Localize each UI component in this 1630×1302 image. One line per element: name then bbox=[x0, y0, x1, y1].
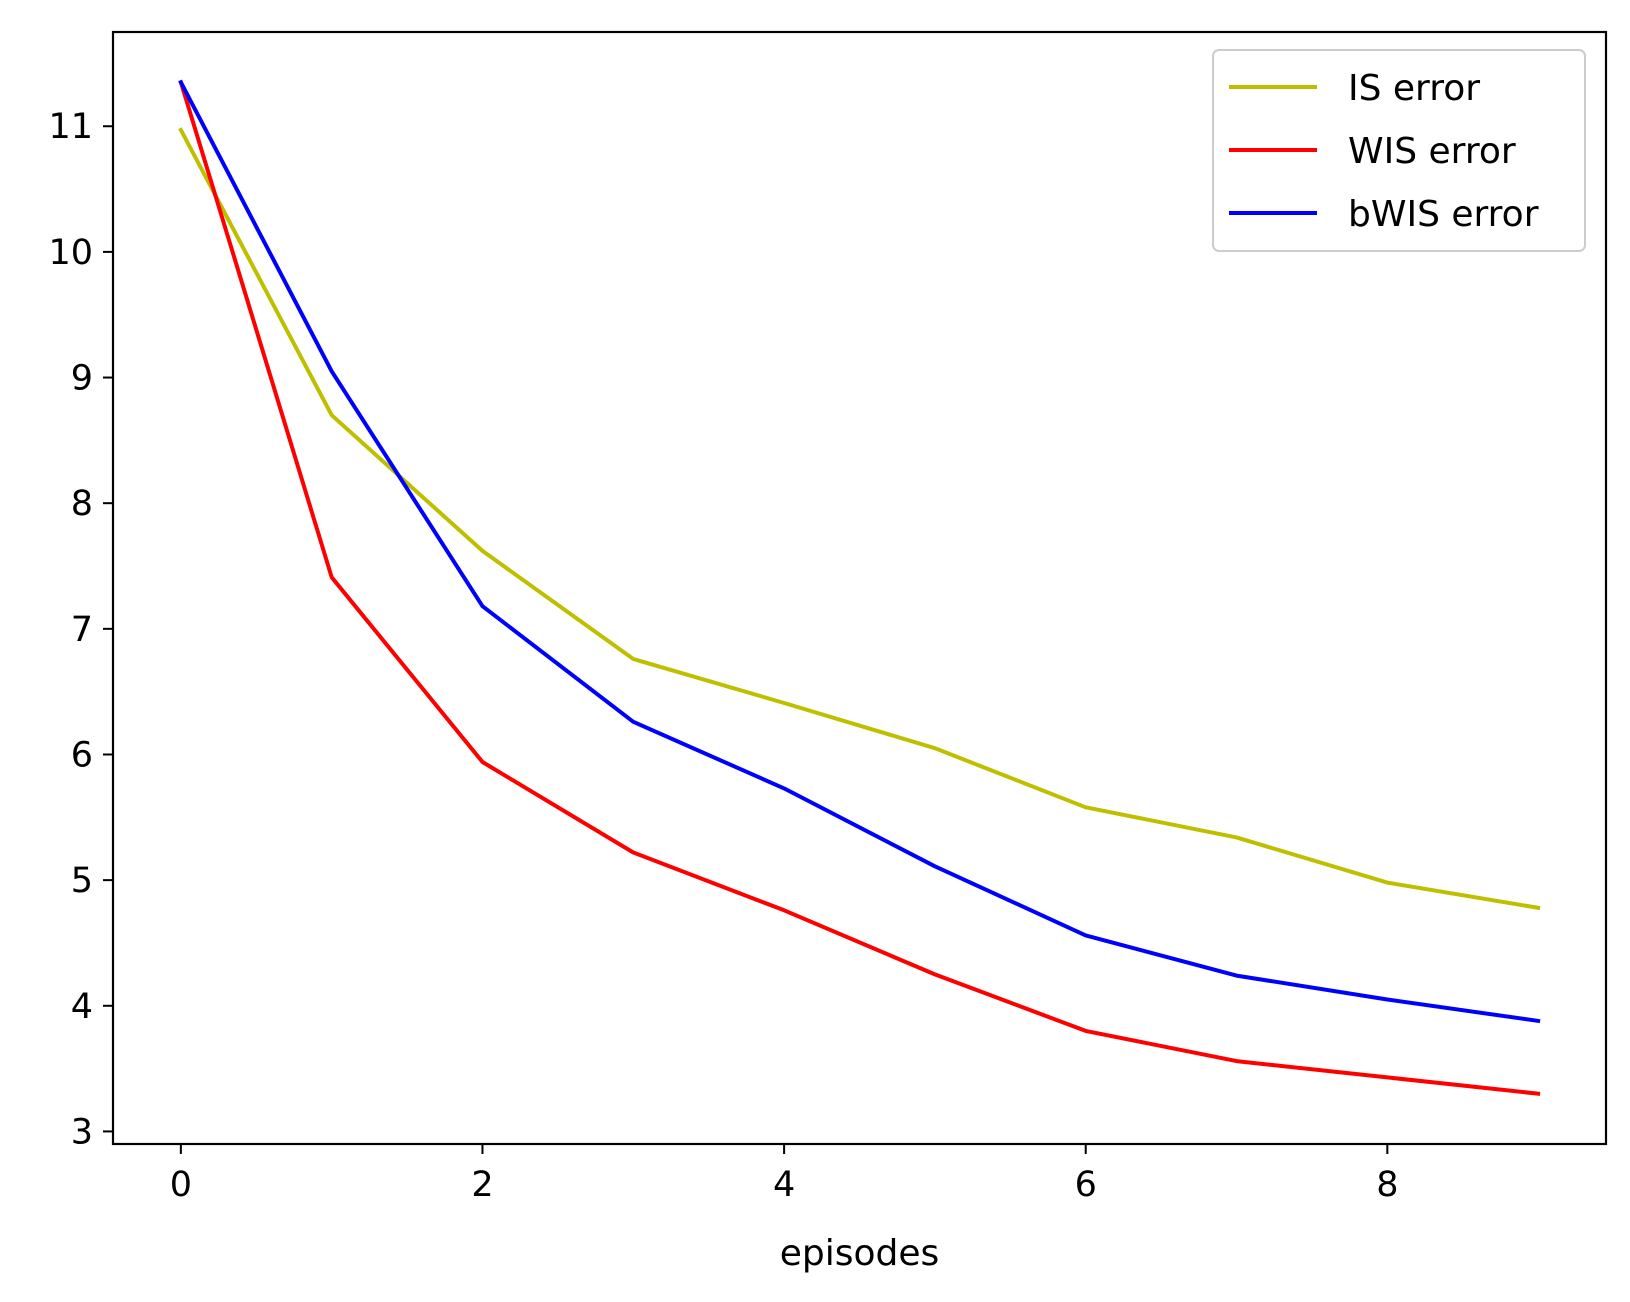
y-tick-label: 9 bbox=[71, 359, 93, 399]
y-tick-label: 6 bbox=[71, 735, 93, 775]
y-tick-label: 5 bbox=[71, 861, 93, 901]
legend-box bbox=[1212, 49, 1586, 252]
plot-lines bbox=[178, 79, 1541, 1096]
axis-ticks: 0 2 4 6 8 3 4 5 6 7 8 9 10 11 bbox=[48, 107, 1398, 1205]
x-tick-label: 0 bbox=[170, 1165, 192, 1205]
legend-label-2: WIS error bbox=[1348, 131, 1516, 172]
x-tick-label: 8 bbox=[1376, 1165, 1398, 1205]
series-line-3 bbox=[178, 79, 1541, 1024]
x-tick-label: 4 bbox=[773, 1165, 795, 1205]
y-tick-label: 8 bbox=[71, 484, 93, 524]
x-axis-label: episodes bbox=[780, 1233, 940, 1274]
series-line-1 bbox=[178, 127, 1541, 911]
axes-frame bbox=[111, 30, 1608, 1146]
legend-label-1: IS error bbox=[1348, 68, 1480, 109]
legend-label-3: bWIS error bbox=[1348, 194, 1539, 235]
y-tick-label: 4 bbox=[71, 987, 93, 1027]
y-tick-label: 3 bbox=[71, 1112, 93, 1152]
y-tick-label: 11 bbox=[48, 107, 93, 147]
x-tick-label: 2 bbox=[471, 1165, 493, 1205]
y-tick-label: 7 bbox=[71, 610, 93, 650]
series-line-2 bbox=[178, 79, 1541, 1096]
legend: IS error WIS error bWIS error bbox=[1212, 49, 1586, 252]
x-tick-label: 6 bbox=[1075, 1165, 1097, 1205]
y-tick-label: 10 bbox=[48, 233, 93, 273]
